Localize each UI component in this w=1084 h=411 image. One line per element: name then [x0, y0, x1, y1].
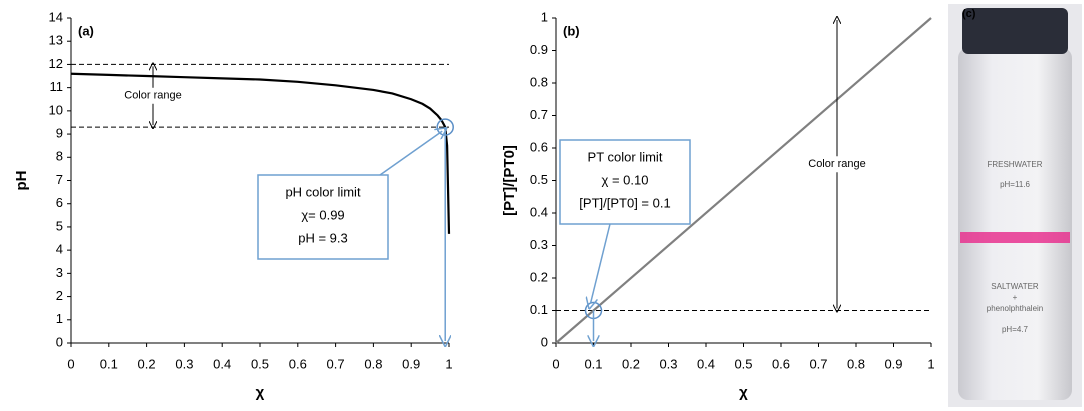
- photo-label: +: [1013, 293, 1018, 302]
- y-tick-label: 12: [49, 56, 63, 71]
- data-line: [555, 17, 932, 344]
- y-tick-label: 0.1: [530, 302, 548, 317]
- photo-label: pH=4.7: [1002, 325, 1029, 334]
- photo-label: pH=11.6: [1000, 180, 1030, 189]
- y-tick-label: 2: [56, 288, 63, 303]
- x-tick-label: 0.5: [251, 356, 269, 371]
- y-tick-label: 13: [49, 33, 63, 48]
- x-tick-label: 0.5: [734, 356, 752, 371]
- x-tick-label: 0.6: [772, 356, 790, 371]
- y-tick-label: 0.4: [530, 204, 548, 219]
- y-axis-label: pH: [13, 171, 30, 191]
- data-line: [70, 72, 451, 234]
- y-tick-label: 0.8: [530, 74, 548, 89]
- callout-box: [257, 174, 389, 260]
- y-tick-label: 1: [56, 311, 63, 326]
- callout-text: χ= 0.99: [301, 207, 344, 222]
- x-tick-label: 0.8: [364, 356, 382, 371]
- vial: [958, 48, 1072, 400]
- range-label: Color range: [124, 90, 181, 102]
- y-tick-label: 0.9: [530, 42, 548, 57]
- vial-cap: [962, 8, 1068, 54]
- x-tick-label: 0.7: [327, 356, 345, 371]
- photo-panel: (c) FRESHWATER pH=11.6 SALTWATER + pheno…: [948, 4, 1082, 407]
- y-tick-label: 1: [541, 9, 548, 24]
- pink-band: [960, 232, 1070, 243]
- x-tick-label: 0.8: [847, 356, 865, 371]
- x-axis-label: χ: [256, 384, 265, 401]
- x-tick-label: 0.9: [884, 356, 902, 371]
- y-tick-label: 4: [56, 242, 63, 257]
- range-label: Color range: [808, 158, 865, 170]
- x-tick-label: 0.3: [659, 356, 677, 371]
- panel-label: (a): [78, 23, 94, 38]
- y-tick-label: 0.6: [530, 139, 548, 154]
- callout-box: [559, 139, 691, 225]
- photo-label: phenolphthalein: [987, 304, 1044, 313]
- y-tick-label: 0.2: [530, 269, 548, 284]
- x-tick-label: 0.1: [100, 356, 118, 371]
- panel-label: (c): [962, 8, 976, 20]
- callout-text: PT color limit: [588, 149, 663, 164]
- x-tick-label: 0.6: [289, 356, 307, 371]
- y-tick-label: 6: [56, 195, 63, 210]
- y-tick-label: 0.7: [530, 107, 548, 122]
- x-tick-label: 0.2: [138, 356, 156, 371]
- y-tick-label: 10: [49, 102, 63, 117]
- range-label-bg: [803, 156, 871, 173]
- photo-label: FRESHWATER: [987, 160, 1042, 169]
- range-label-bg: [119, 87, 187, 104]
- y-tick-label: 5: [56, 218, 63, 233]
- y-tick-label: 14: [49, 9, 63, 24]
- x-tick-label: 0: [552, 356, 559, 371]
- photo-label: SALTWATER: [991, 282, 1039, 291]
- y-tick-label: 0.3: [530, 237, 548, 252]
- x-tick-label: 1: [445, 356, 452, 371]
- panel-label: (b): [563, 23, 580, 38]
- callout-line: [591, 223, 611, 304]
- x-tick-label: 0.7: [809, 356, 827, 371]
- x-tick-label: 0.1: [584, 356, 602, 371]
- y-tick-label: 9: [56, 126, 63, 141]
- x-tick-label: 1: [927, 356, 934, 371]
- x-tick-label: 0.4: [697, 356, 715, 371]
- y-tick-label: 8: [56, 149, 63, 164]
- x-tick-label: 0.4: [213, 356, 231, 371]
- y-axis-label: [PT]/[PT0]: [501, 145, 518, 216]
- x-tick-label: 0.9: [402, 356, 420, 371]
- y-tick-label: 11: [50, 79, 64, 94]
- y-tick-label: 7: [56, 172, 63, 187]
- callout-text: χ = 0.10: [602, 172, 649, 187]
- callout-text: pH color limit: [285, 184, 361, 199]
- x-tick-label: 0: [67, 356, 74, 371]
- callout-text: pH = 9.3: [298, 230, 348, 245]
- callout-line: [379, 131, 442, 176]
- y-tick-label: 0: [541, 334, 548, 349]
- callout-text: [PT]/[PT0] = 0.1: [579, 195, 670, 210]
- y-tick-label: 0.5: [530, 172, 548, 187]
- x-tick-label: 0.3: [175, 356, 193, 371]
- y-tick-label: 0: [56, 334, 63, 349]
- x-axis-label: χ: [739, 384, 748, 401]
- x-tick-label: 0.2: [622, 356, 640, 371]
- y-tick-label: 3: [56, 265, 63, 280]
